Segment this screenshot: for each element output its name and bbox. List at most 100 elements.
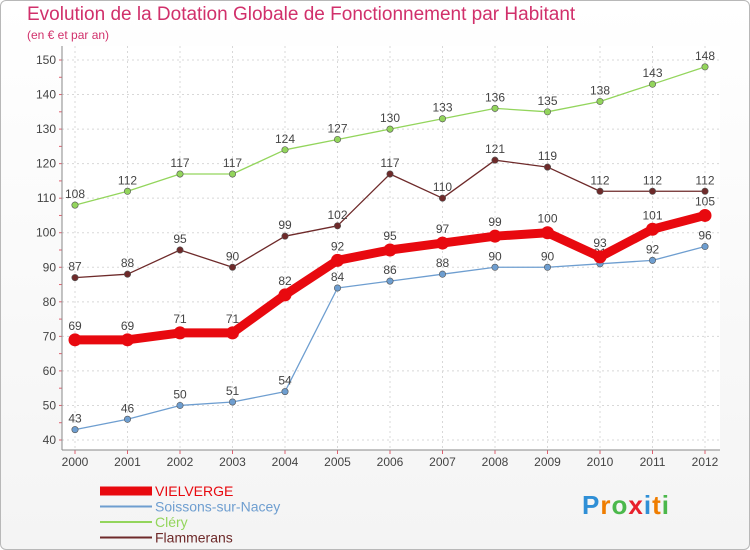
data-label-vielverge: 92 (331, 239, 345, 253)
data-label-soissons-sur-nacey: 51 (226, 384, 240, 398)
data-label-flammerans: 102 (327, 208, 347, 222)
data-point-flammerans (543, 163, 551, 171)
data-point-clery (176, 170, 184, 178)
data-point-clery (124, 187, 132, 195)
legend-label-vielverge: VIELVERGE (155, 483, 233, 499)
data-point-soissons-sur-nacey (438, 270, 446, 278)
logo-letter: o (611, 490, 629, 520)
data-label-flammerans: 112 (643, 173, 662, 187)
data-label-clery: 133 (432, 101, 452, 115)
data-label-soissons-sur-nacey: 96 (698, 229, 712, 243)
y-tick-label: 60 (43, 364, 57, 378)
data-point-vielverge (173, 326, 187, 340)
data-point-soissons-sur-nacey (124, 415, 132, 423)
data-label-soissons-sur-nacey: 90 (541, 249, 555, 263)
data-label-soissons-sur-nacey: 46 (121, 401, 135, 415)
logo-letter: P (582, 490, 601, 520)
data-point-soissons-sur-nacey (386, 277, 394, 285)
data-point-flammerans (701, 187, 709, 195)
data-point-flammerans (124, 270, 132, 278)
chart-title: Evolution de la Dotation Globale de Fonc… (27, 4, 576, 25)
data-label-flammerans: 88 (121, 256, 135, 270)
data-point-flammerans (648, 187, 656, 195)
data-point-vielverge (383, 243, 397, 257)
data-point-clery (491, 104, 499, 112)
legend-label-clery: Cléry (155, 514, 188, 530)
data-label-vielverge: 95 (383, 229, 397, 243)
data-point-soissons-sur-nacey (543, 263, 551, 271)
data-point-vielverge (698, 208, 712, 222)
data-label-flammerans: 99 (278, 218, 292, 232)
data-label-vielverge: 101 (642, 208, 662, 222)
data-label-soissons-sur-nacey: 43 (68, 412, 82, 426)
data-point-soissons-sur-nacey (176, 401, 184, 409)
data-point-soissons-sur-nacey (229, 398, 237, 406)
data-point-vielverge (541, 226, 554, 240)
y-tick-label: 100 (36, 226, 56, 240)
data-label-clery: 112 (118, 173, 137, 187)
data-point-clery (229, 170, 237, 178)
data-point-vielverge (593, 250, 607, 264)
data-point-soissons-sur-nacey (701, 243, 709, 251)
x-tick-label: 2011 (640, 455, 666, 469)
data-point-clery (281, 146, 289, 154)
data-point-vielverge (68, 333, 82, 347)
y-tick-label: 70 (43, 329, 57, 343)
data-point-clery (71, 201, 79, 209)
data-label-clery: 117 (223, 156, 242, 170)
data-point-vielverge (331, 253, 344, 267)
data-point-clery (438, 115, 446, 123)
logo-letter: i (661, 490, 670, 520)
data-label-clery: 148 (695, 49, 715, 63)
logo-letter: r (600, 490, 612, 520)
chart-subtitle: (en € et par an) (27, 28, 110, 42)
data-label-clery: 135 (537, 94, 557, 108)
data-label-flammerans: 90 (226, 249, 240, 263)
x-tick-label: 2007 (429, 455, 456, 469)
x-tick-label: 2004 (272, 455, 299, 469)
data-label-vielverge: 99 (488, 215, 502, 229)
x-tick-label: 2000 (62, 455, 89, 469)
logo-letter: t (652, 490, 662, 520)
data-point-soissons-sur-nacey (333, 284, 341, 292)
x-tick-label: 2005 (324, 455, 351, 469)
data-label-clery: 136 (485, 90, 505, 104)
data-point-vielverge (121, 333, 134, 347)
data-label-flammerans: 112 (695, 173, 714, 187)
data-label-clery: 117 (170, 156, 189, 170)
x-tick-label: 2003 (219, 455, 246, 469)
data-point-clery (648, 80, 656, 88)
data-label-flammerans: 95 (173, 232, 187, 246)
data-label-flammerans: 112 (590, 173, 609, 187)
data-point-clery (333, 135, 341, 143)
data-point-flammerans (438, 194, 446, 202)
data-label-clery: 138 (590, 83, 610, 97)
data-label-soissons-sur-nacey: 90 (488, 249, 502, 263)
data-point-vielverge (226, 326, 239, 340)
logo-letter: x (628, 490, 644, 520)
y-tick-label: 130 (36, 122, 56, 136)
data-label-soissons-sur-nacey: 86 (383, 263, 397, 277)
x-tick-label: 2010 (587, 455, 614, 469)
x-tick-label: 2006 (377, 455, 404, 469)
data-point-flammerans (281, 232, 289, 240)
data-label-vielverge: 100 (537, 212, 557, 226)
legend-label-flammerans: Flammerans (155, 530, 233, 546)
y-tick-label: 90 (43, 260, 57, 274)
data-label-vielverge: 71 (226, 312, 240, 326)
data-label-soissons-sur-nacey: 50 (173, 387, 187, 401)
data-label-clery: 127 (327, 121, 347, 135)
y-tick-label: 120 (36, 157, 56, 171)
data-label-soissons-sur-nacey: 92 (646, 242, 660, 256)
data-label-soissons-sur-nacey: 54 (278, 374, 292, 388)
data-point-soissons-sur-nacey (281, 388, 289, 396)
data-label-flammerans: 110 (433, 180, 452, 194)
data-label-clery: 124 (275, 132, 295, 146)
data-point-vielverge (278, 288, 292, 302)
data-label-flammerans: 87 (68, 260, 82, 274)
data-label-soissons-sur-nacey: 88 (436, 256, 450, 270)
data-point-vielverge (488, 229, 502, 243)
data-label-vielverge: 71 (173, 312, 187, 326)
data-point-flammerans (71, 274, 79, 282)
